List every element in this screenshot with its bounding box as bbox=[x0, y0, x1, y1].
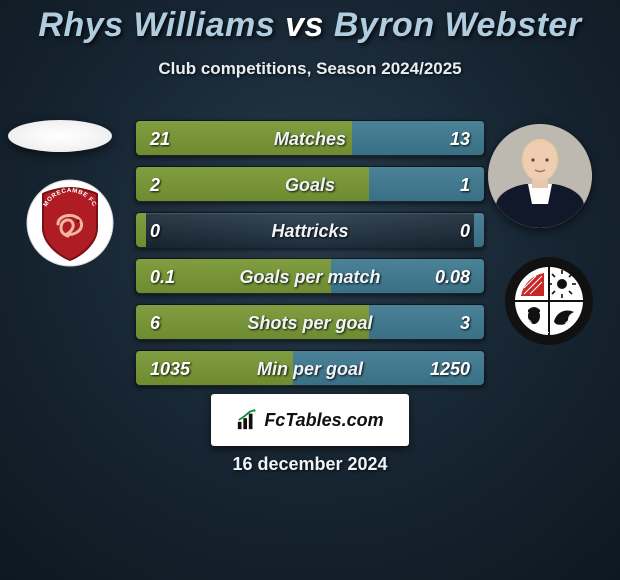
stat-label: Matches bbox=[136, 121, 484, 157]
stat-label: Goals per match bbox=[136, 259, 484, 295]
stat-row: 2113Matches bbox=[135, 120, 485, 156]
player1-avatar bbox=[8, 120, 112, 152]
stat-label: Min per goal bbox=[136, 351, 484, 387]
page-title: Rhys Williams vs Byron Webster bbox=[0, 0, 620, 45]
player1-club-badge: MORECAMBE FC bbox=[25, 178, 115, 268]
subtitle: Club competitions, Season 2024/2025 bbox=[0, 59, 620, 79]
stat-label: Shots per goal bbox=[136, 305, 484, 341]
stat-row: 63Shots per goal bbox=[135, 304, 485, 340]
player1-name: Rhys Williams bbox=[38, 6, 275, 44]
player2-club-badge: BROMLEY·FC bbox=[504, 256, 594, 346]
fctables-icon bbox=[236, 409, 258, 431]
stat-row: 10351250Min per goal bbox=[135, 350, 485, 386]
stats-panel: 2113Matches 21Goals 00Hattricks 0.10.08Goal… bbox=[135, 120, 485, 396]
stat-label: Goals bbox=[136, 167, 484, 203]
stat-label: Hattricks bbox=[136, 213, 484, 249]
date-text: 16 december 2024 bbox=[0, 454, 620, 475]
stat-row: 00Hattricks bbox=[135, 212, 485, 248]
player2-name: Byron Webster bbox=[334, 6, 582, 44]
fctables-badge: FcTables.com bbox=[211, 394, 409, 446]
player2-avatar bbox=[488, 124, 592, 228]
fctables-label: FcTables.com bbox=[264, 410, 383, 431]
stat-row: 21Goals bbox=[135, 166, 485, 202]
vs-label: vs bbox=[285, 6, 324, 44]
stat-row: 0.10.08Goals per match bbox=[135, 258, 485, 294]
